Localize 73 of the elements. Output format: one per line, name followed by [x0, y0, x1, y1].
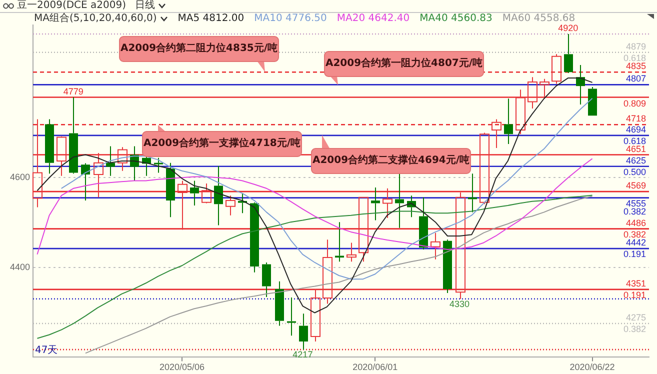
y-tick-label: 4400 [10, 262, 30, 272]
annotation: A2009合约第二支撑位4694元/吨 [311, 148, 471, 174]
ref-line-label: 4651 [626, 144, 646, 154]
ref-line-label: 4275 0.382 [623, 312, 646, 334]
ref-line-label: 4694 0.618 [623, 124, 646, 146]
candlestick [81, 162, 90, 202]
candlestick [118, 146, 128, 172]
annotation: A2009合约第一支撑位4718元/吨 [142, 130, 302, 157]
candlestick [299, 313, 308, 350]
candlestick [552, 54, 562, 84]
x-tick-label: 2020/06/01 [352, 362, 398, 372]
candlestick [456, 192, 466, 300]
candlestick [382, 188, 392, 219]
text: MA60 4558.68 [502, 13, 576, 24]
candlestick [310, 288, 320, 342]
candlestick [32, 118, 42, 208]
annotation: 0.809 [623, 98, 646, 108]
ref-line-label: 4569 [626, 180, 646, 191]
candlestick [250, 202, 259, 273]
text: MA20 4642.40 [336, 13, 410, 25]
annotation: 4217 [292, 350, 313, 360]
text: MA40 4560.83 [420, 13, 492, 25]
annotation: 4920 [558, 22, 578, 33]
annotation: A2009合约第二阻力位4835元/吨 [119, 36, 279, 62]
candlestick [106, 146, 115, 176]
candlestick [430, 232, 440, 260]
candlestick [69, 96, 78, 174]
candlestick [492, 118, 502, 149]
text: MA10 4776.50 [254, 13, 327, 25]
candlestick [226, 195, 236, 216]
annotation: 47天 [35, 344, 58, 356]
candlestick [395, 173, 404, 228]
ref-line-label: 4555 0.382 [623, 198, 646, 216]
candlestick [214, 165, 223, 226]
candlestick [45, 118, 54, 174]
candlestick [504, 98, 513, 144]
annotation: A2009合约第一阻力位4807元/吨 [324, 50, 484, 77]
candlestick [540, 78, 550, 100]
candlestick [154, 157, 163, 174]
candlestick [443, 239, 452, 294]
ref-line-label: 4835 [626, 61, 646, 72]
y-tick-label: 4600 [10, 172, 30, 182]
legend-title: MA组合(5,10,20,40,60,0) [34, 13, 157, 25]
candlestick [287, 296, 296, 336]
candlestick [262, 262, 271, 298]
ref-line-label: 4351 0.191 [623, 278, 646, 300]
candlestick [516, 89, 526, 135]
chart-title: 豆一2009(DCE a2009) [17, 0, 126, 12]
candlestick [190, 180, 199, 206]
candlestick [346, 242, 356, 262]
chart-subtitle: 日线 [135, 0, 156, 12]
ref-line-label: 4807 [626, 74, 646, 84]
candlestick [166, 162, 175, 218]
candlestick [56, 136, 66, 176]
ref-line-label: 4625 0.500 [623, 155, 646, 177]
candlestick [528, 76, 538, 109]
candlestick [94, 152, 104, 198]
ref-line-label: 4879 0.618 [623, 41, 646, 63]
candlestick [178, 180, 188, 230]
x-tick-label: 2020/05/06 [160, 362, 205, 372]
candlestick [371, 187, 380, 221]
x-tick-label: 2020/06/22 [570, 362, 615, 372]
candlestick [322, 239, 332, 304]
candlestick [564, 33, 573, 74]
ref-line-label: 4718 [626, 114, 646, 124]
annotation: 4779 [63, 86, 84, 96]
text: MA5 4812.00 [178, 13, 244, 25]
candlestick [419, 196, 428, 250]
ref-line-label: 4486 0.382 [623, 218, 646, 240]
candlestick [275, 280, 284, 326]
candlestick [335, 222, 344, 262]
ref-line-label: 4442 0.191 [623, 238, 646, 260]
annotation: 4330 [450, 298, 470, 309]
